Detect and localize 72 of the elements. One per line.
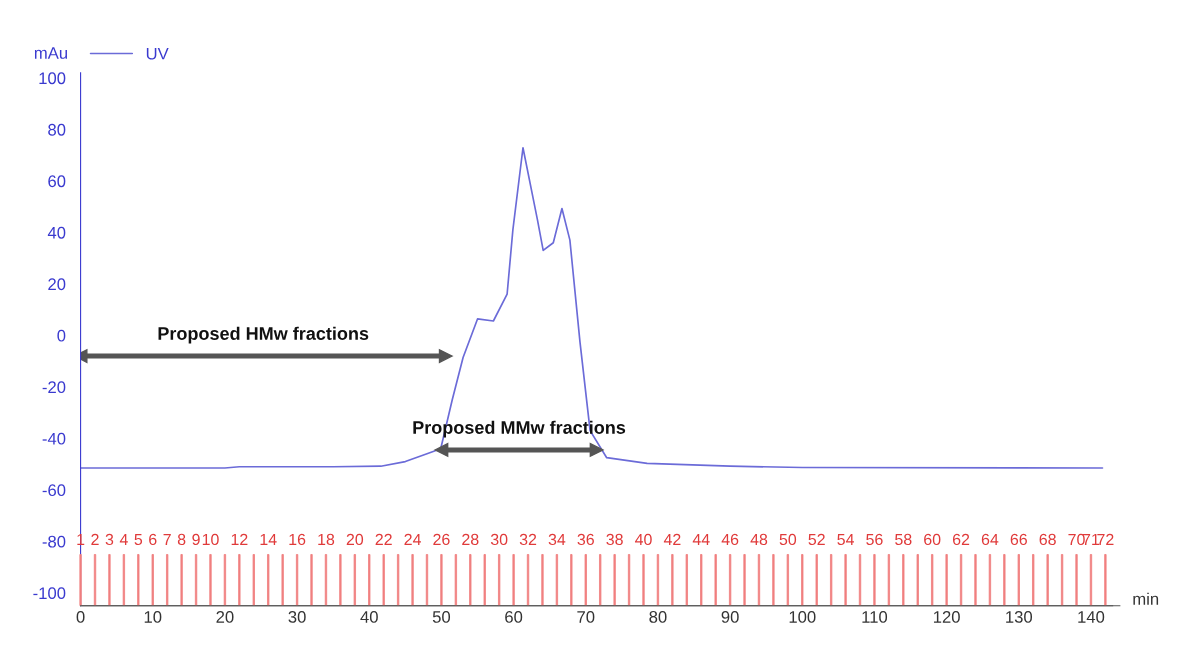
y-tick-label: 100 bbox=[39, 72, 66, 85]
x-tick-label: 3 bbox=[105, 533, 114, 546]
x-tick-label: 26 bbox=[433, 533, 450, 546]
x-tick-label: 10 bbox=[144, 611, 162, 623]
x-tick-label: 120 bbox=[933, 611, 960, 623]
x-tick-label: 72 bbox=[1097, 533, 1114, 545]
x-tick-label: 10 bbox=[202, 533, 219, 546]
x-tick-label: 140 bbox=[1078, 611, 1105, 623]
x-tick-label: 28 bbox=[462, 533, 479, 546]
x-tick-label: 52 bbox=[808, 533, 825, 546]
y-tick-label: -80 bbox=[42, 535, 66, 548]
x-tick-label: 8 bbox=[177, 533, 186, 546]
x-tick-label: 68 bbox=[1039, 533, 1056, 546]
x-tick-label: 12 bbox=[231, 533, 248, 545]
x-tick-label: 60 bbox=[505, 611, 523, 623]
x-tick-label: 18 bbox=[318, 533, 335, 546]
x-tick-label: 64 bbox=[981, 533, 999, 546]
x-tick-label: 46 bbox=[721, 533, 739, 546]
x-tick-label: 36 bbox=[577, 533, 594, 546]
x-tick-label: 16 bbox=[289, 533, 306, 546]
x-tick-label: 40 bbox=[634, 533, 652, 546]
x-tick-label: 66 bbox=[1010, 533, 1027, 546]
x-tick-label: 14 bbox=[260, 533, 277, 545]
x-tick-label: 32 bbox=[519, 533, 537, 546]
x-tick-label: 70 bbox=[1068, 533, 1085, 546]
x-tick-label: 110 bbox=[862, 611, 888, 623]
x-tick-label: 24 bbox=[404, 533, 421, 545]
x-tick-label: 30 bbox=[490, 533, 508, 546]
x-tick-label: 62 bbox=[952, 533, 970, 546]
y-tick-label: 80 bbox=[48, 123, 66, 136]
x-tick-label: 42 bbox=[663, 533, 681, 545]
x-tick-label: 5 bbox=[134, 533, 143, 546]
annotation: Proposed HMw fractions bbox=[158, 326, 369, 344]
x-tick-label: 38 bbox=[606, 533, 623, 546]
x-tick-label: 71 bbox=[1082, 533, 1100, 545]
x-tick-label: 9 bbox=[192, 533, 200, 546]
x-tick-label: 50 bbox=[779, 533, 797, 546]
y-tick-label: -60 bbox=[42, 484, 66, 497]
x-tick-label: 54 bbox=[837, 533, 854, 546]
x-tick-label: 4 bbox=[119, 533, 128, 545]
x-axis-title: min bbox=[1133, 592, 1159, 605]
y-tick-label: 0 bbox=[57, 329, 66, 342]
x-tick-label: 48 bbox=[750, 533, 768, 546]
x-tick-label: 60 bbox=[924, 533, 941, 546]
x-tick-label: 100 bbox=[789, 611, 816, 623]
x-tick-label: 6 bbox=[149, 533, 157, 546]
x-tick-label: 30 bbox=[288, 611, 306, 623]
x-tick-label: 34 bbox=[548, 533, 566, 546]
y-axis-title: mAu bbox=[34, 47, 67, 59]
x-tick-label: 56 bbox=[866, 533, 883, 546]
y-tick-label: -40 bbox=[42, 432, 66, 445]
y-tick-label: 60 bbox=[48, 175, 66, 188]
x-tick-label: 22 bbox=[375, 533, 392, 545]
y-tick-label: 20 bbox=[48, 278, 66, 291]
x-tick-label: 7 bbox=[163, 533, 171, 545]
x-tick-label: 130 bbox=[1006, 611, 1033, 623]
x-tick-label: 50 bbox=[432, 611, 451, 623]
y-tick-label: 40 bbox=[47, 226, 66, 239]
x-tick-label: 90 bbox=[721, 611, 739, 623]
line-series bbox=[80, 146, 1104, 469]
legend-label: UV bbox=[146, 47, 169, 60]
x-tick-label: 2 bbox=[91, 533, 99, 545]
x-tick-label: 44 bbox=[692, 533, 710, 545]
x-tick-label: 70 bbox=[577, 611, 595, 623]
x-tick-label: 20 bbox=[346, 533, 364, 546]
x-tick-label: 58 bbox=[895, 533, 912, 546]
x-tick-label: 0 bbox=[76, 611, 85, 623]
x-tick-label: 80 bbox=[649, 611, 667, 623]
x-tick-label: 20 bbox=[216, 611, 234, 623]
x-tick-label: 40 bbox=[360, 611, 378, 623]
y-tick-label: -100 bbox=[33, 587, 66, 600]
y-tick-label: -20 bbox=[42, 381, 66, 394]
